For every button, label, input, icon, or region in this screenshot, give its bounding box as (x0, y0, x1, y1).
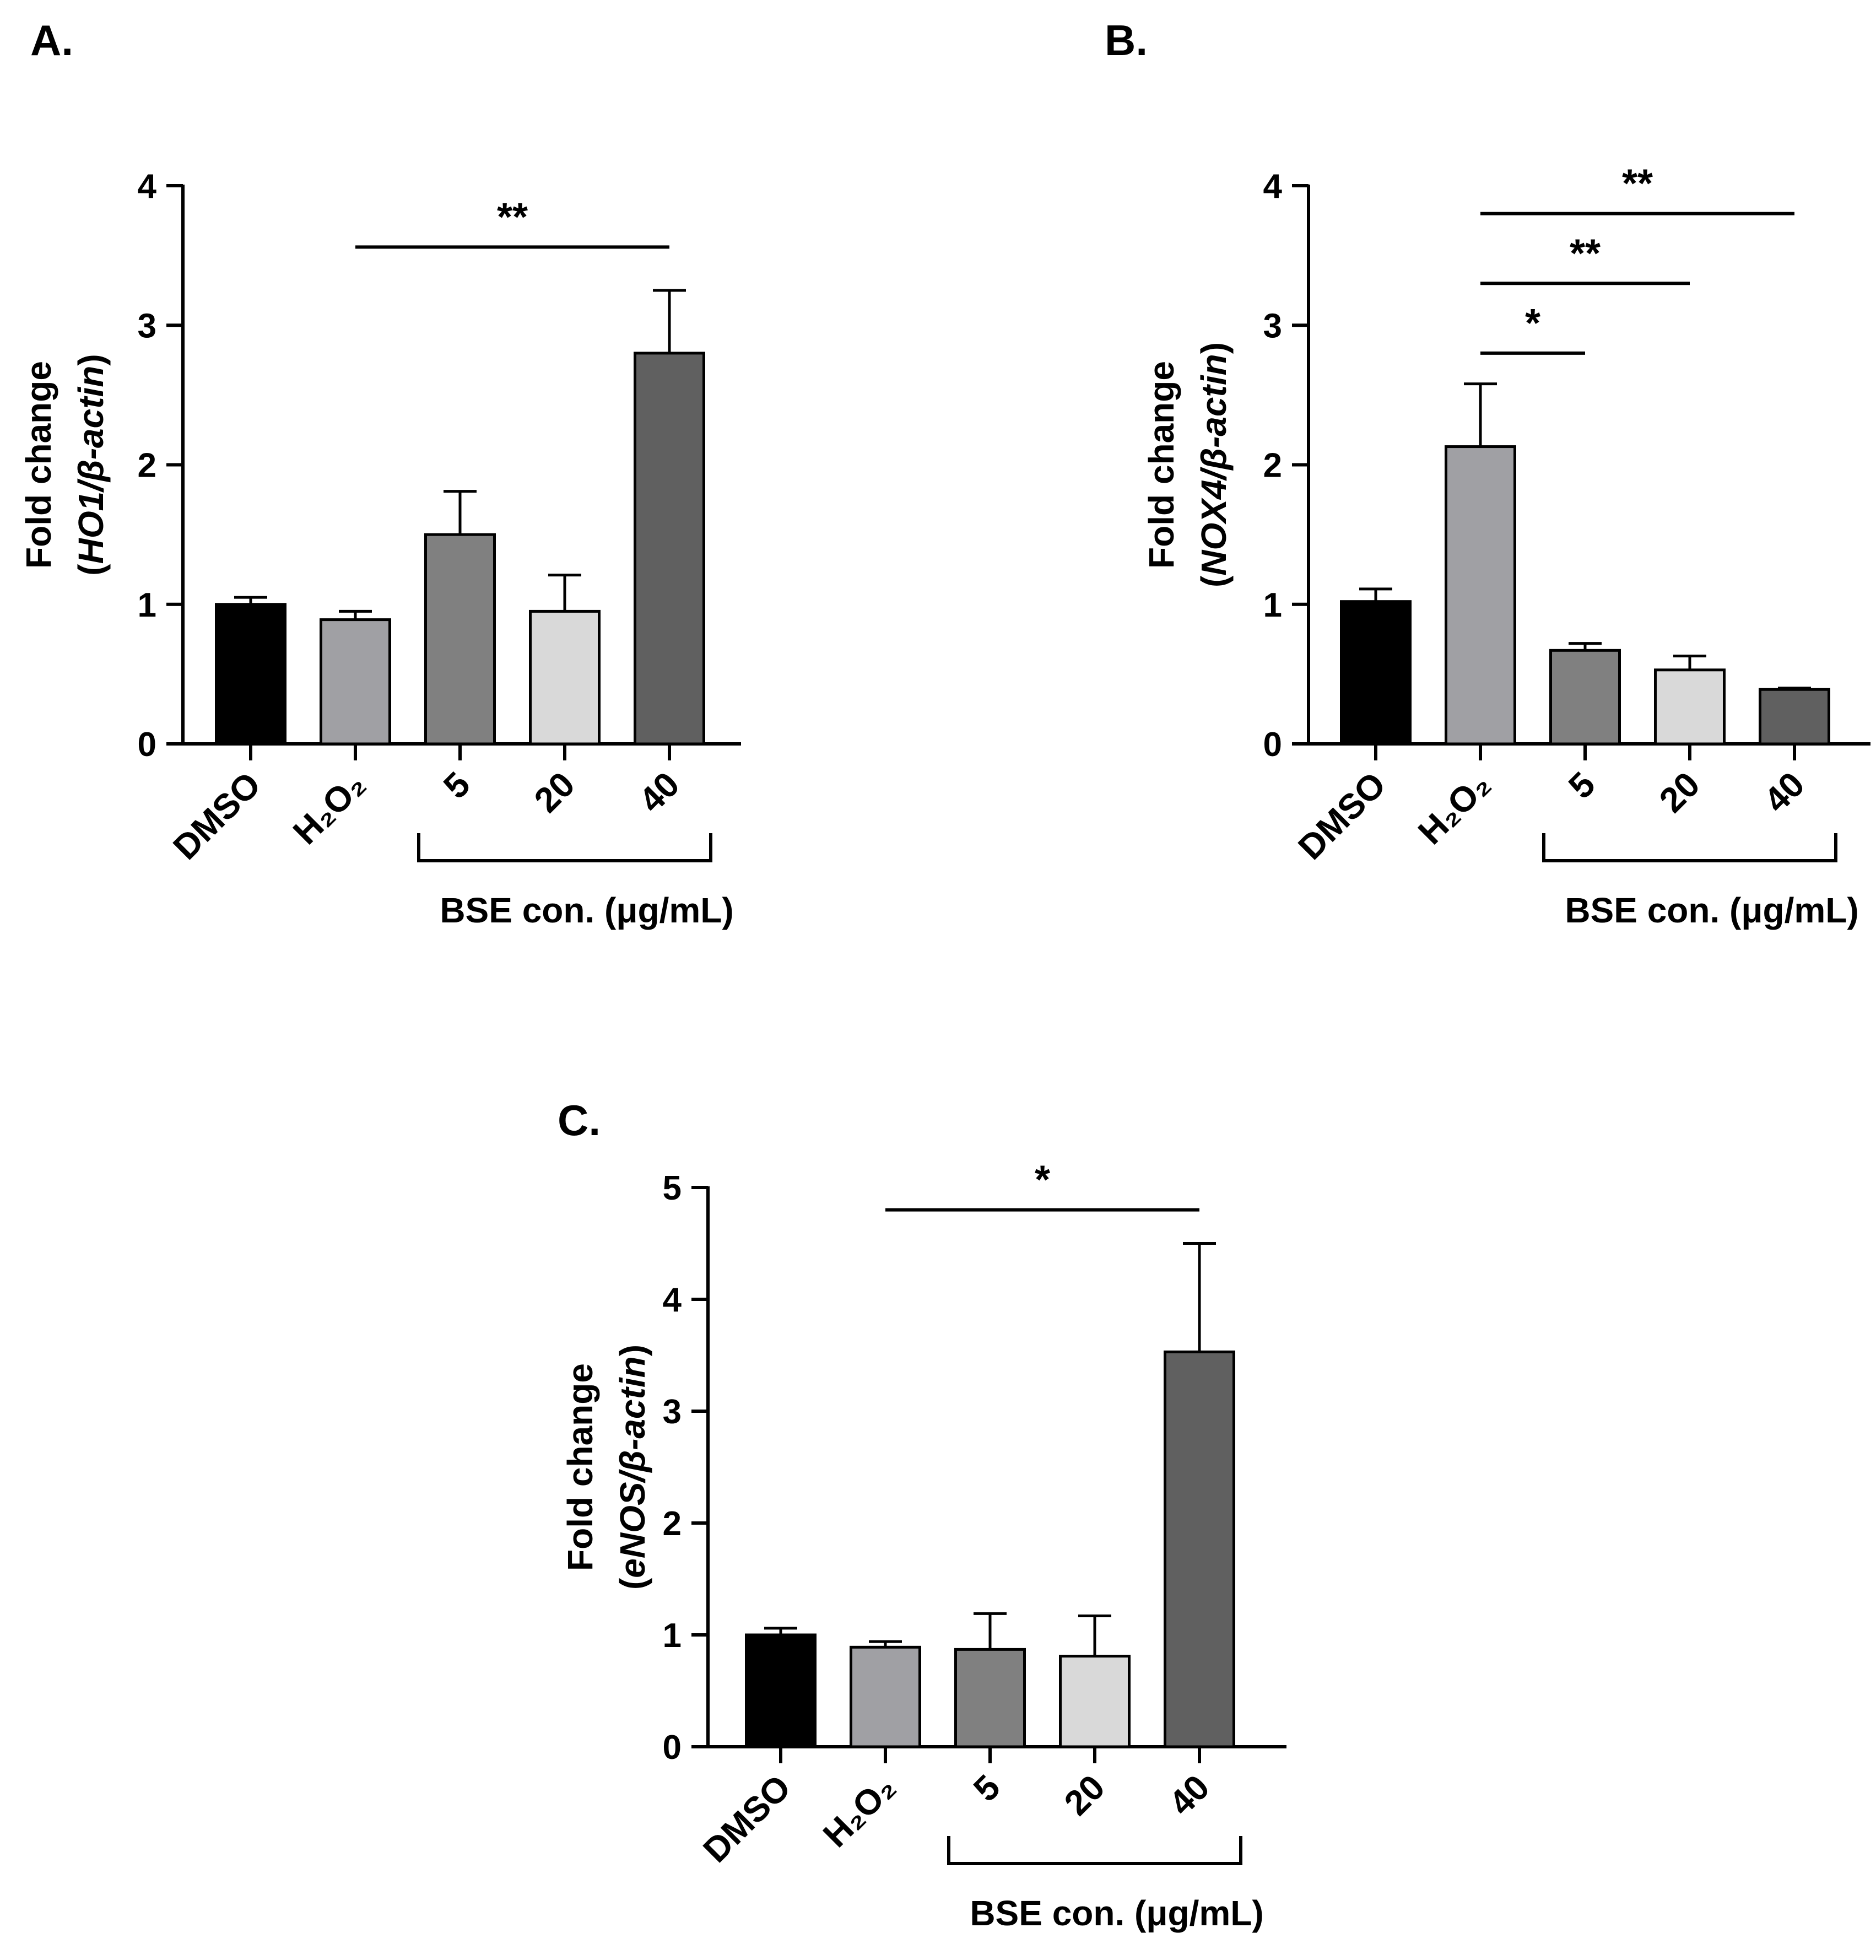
panel-label: C. (558, 1096, 601, 1144)
group-bracket (947, 1836, 1242, 1865)
y-tick-label: 5 (663, 1169, 682, 1207)
panel-label: B. (1105, 16, 1148, 64)
y-tick-label: 0 (1263, 726, 1282, 764)
x-tick-label: 5 (966, 1767, 1008, 1809)
x-tick-label: H₂O₂ (815, 1767, 903, 1855)
y-tick-label: 1 (663, 1617, 682, 1655)
x-tick-label: 20 (1652, 764, 1707, 820)
group-label: BSE con. (μg/mL) (440, 890, 733, 930)
y-tick-label: 2 (138, 447, 156, 485)
y-tick-label: 0 (138, 726, 156, 764)
bar (215, 603, 286, 746)
significance-label: ** (1570, 231, 1601, 276)
x-tick-label: 40 (631, 764, 687, 820)
y-axis-reference: β-actin (71, 366, 111, 483)
y-tick-label: 1 (138, 586, 156, 624)
x-tick-label: 20 (1057, 1767, 1112, 1823)
significance-label: ** (1622, 162, 1653, 206)
y-axis-reference: β-actin (1194, 354, 1234, 471)
x-tick-label: 40 (1756, 764, 1812, 820)
x-tick-label: 40 (1161, 1767, 1217, 1823)
panel-c: C. Fold change (eNOS/β-actin) 0 1 2 3 4 5 DMSO H₂O… (558, 1096, 1286, 1933)
y-tick-label: 2 (1263, 447, 1282, 485)
significance-label: * (1525, 301, 1540, 345)
panel-label: A. (30, 16, 73, 64)
group-label: BSE con. (μg/mL) (1565, 890, 1858, 930)
y-tick-label: 4 (663, 1281, 682, 1319)
bar (1654, 668, 1726, 746)
y-tick-label: 3 (663, 1393, 682, 1431)
x-tick-label: DMSO (1290, 764, 1393, 867)
y-axis-gene: HO1 (71, 492, 111, 564)
y-axis-label: Fold change (560, 1363, 600, 1571)
y-tick-label: 3 (1263, 307, 1282, 345)
y-tick-label: 3 (138, 307, 156, 345)
x-tick-label: 5 (1561, 764, 1603, 806)
group-label: BSE con. (μg/mL) (970, 1893, 1263, 1933)
y-axis-gene: NOX4 (1194, 479, 1234, 575)
y-axis-gene: eNOS (613, 1482, 652, 1578)
bar (954, 1648, 1026, 1748)
y-axis-reference: β-actin (613, 1356, 652, 1473)
x-tick-label: H₂O₂ (285, 764, 373, 852)
bar (1759, 688, 1830, 746)
x-tick-label: DMSO (165, 764, 268, 867)
y-tick-label: 2 (663, 1505, 682, 1543)
x-tick-label: DMSO (695, 1767, 798, 1870)
bar (424, 533, 496, 746)
y-tick-label: 0 (663, 1729, 682, 1767)
panel-b: B. Fold change (NOX4/β-actin) 0 1 2 3 4 DMSO H₂O₂… (1105, 16, 1870, 930)
bar (320, 618, 391, 746)
panel-a: A. Fold change (HO1/β-actin) 0 1 2 3 4 DMSO H₂O₂ 5… (19, 16, 741, 930)
bar (1340, 600, 1412, 746)
bar (1164, 1350, 1235, 1748)
group-bracket (1542, 833, 1837, 862)
bar (1549, 649, 1621, 746)
y-tick-label: 4 (138, 168, 157, 206)
y-axis-sublabel: (eNOS/β-actin) (613, 1345, 652, 1590)
significance-label: * (1035, 1158, 1050, 1202)
y-tick-label: 1 (1263, 586, 1282, 624)
group-bracket (417, 833, 712, 862)
x-tick-label: 20 (527, 764, 582, 820)
bar (1059, 1655, 1131, 1748)
y-axis-label: Fold change (1142, 361, 1181, 569)
bar (634, 352, 705, 746)
bar (745, 1633, 817, 1748)
significance-label: ** (497, 195, 528, 239)
y-tick-label: 4 (1263, 168, 1283, 206)
x-tick-label: H₂O₂ (1410, 764, 1498, 852)
bar (1445, 445, 1516, 746)
y-axis-sublabel: (NOX4/β-actin) (1194, 342, 1234, 587)
bar (850, 1645, 921, 1748)
y-axis-label: Fold change (19, 361, 58, 569)
y-axis-sublabel: (HO1/β-actin) (71, 354, 111, 575)
bar (529, 609, 601, 746)
x-tick-label: 5 (436, 764, 478, 806)
